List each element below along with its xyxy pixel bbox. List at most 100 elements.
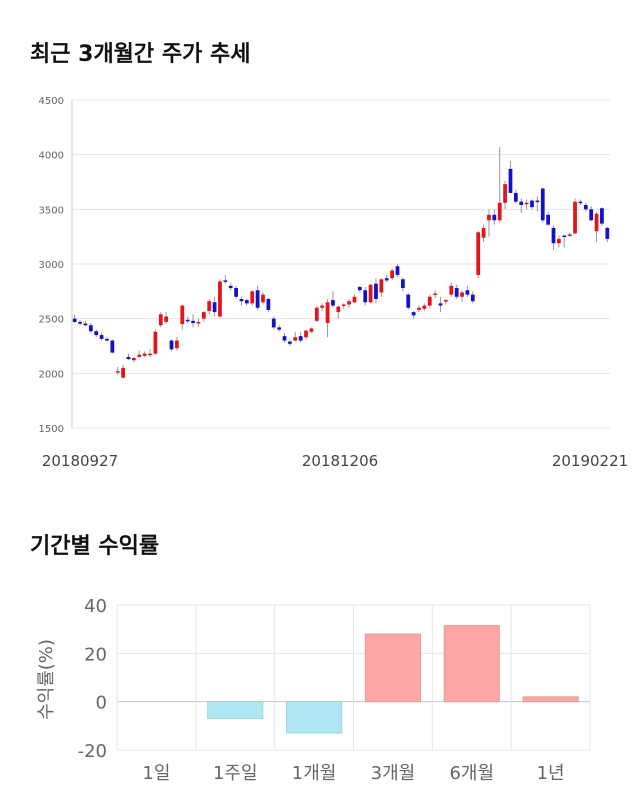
candle [497, 147, 502, 223]
bar-y-tick-label: 0 [96, 693, 107, 714]
candle-body [411, 312, 416, 316]
candle-body [557, 238, 561, 244]
bar-y-tick-label: 40 [84, 596, 107, 617]
candle-body [201, 312, 206, 319]
candle [88, 323, 93, 333]
candle [508, 161, 513, 193]
candle-body [277, 327, 282, 330]
candle [218, 279, 222, 318]
candle [481, 224, 486, 243]
candle [374, 278, 378, 304]
candle-body [185, 319, 190, 322]
candle [368, 283, 373, 304]
candle [422, 303, 427, 312]
candle [540, 187, 545, 223]
candle-body [524, 202, 529, 205]
candle-body [175, 340, 179, 349]
candle [465, 285, 470, 297]
bar-category-label: 1년 [537, 763, 565, 784]
bar-category-label: 1주일 [213, 763, 258, 784]
candle-body [304, 330, 308, 338]
return-bar [207, 701, 264, 720]
candle-body [449, 285, 454, 295]
candle [105, 337, 109, 342]
candle-body [88, 325, 93, 332]
candle-x-tick-label: 20181206 [302, 452, 378, 470]
candle-body [589, 209, 594, 221]
candle [164, 312, 169, 325]
candle [417, 305, 421, 313]
candle-body [546, 214, 551, 225]
candle-body [212, 302, 217, 313]
returns-title: 기간별 수익률 [30, 534, 160, 559]
candle-body [282, 336, 287, 341]
candle [196, 318, 201, 327]
candle [336, 305, 341, 319]
candle [293, 331, 298, 342]
candle [357, 285, 362, 293]
candle-body [298, 336, 303, 341]
candle [131, 356, 136, 363]
candle [406, 292, 411, 310]
return-bar [522, 696, 579, 703]
candle-body [481, 227, 486, 238]
candle-body [331, 300, 335, 306]
return-bar [443, 625, 500, 703]
candle-body [309, 328, 314, 332]
candle [228, 282, 233, 291]
candle-body [72, 318, 77, 322]
candle [72, 314, 77, 324]
candle-body [137, 354, 142, 357]
candle-body [228, 285, 233, 289]
candle [341, 303, 346, 309]
candle-body [476, 232, 481, 275]
candle-body [320, 305, 325, 308]
candle [352, 294, 357, 304]
candle [94, 329, 99, 338]
candle-body [250, 291, 255, 304]
price-trend-title: 최근 3개월간 주가 추세 [30, 42, 251, 67]
candle-body [519, 201, 524, 205]
candle [223, 274, 228, 284]
candle-body [567, 234, 572, 236]
candle [207, 298, 212, 315]
candle [395, 264, 400, 278]
candle [261, 292, 265, 305]
candle [288, 339, 292, 346]
candle [314, 305, 319, 322]
candle-body [465, 290, 470, 295]
candle [185, 316, 190, 324]
candle [583, 202, 588, 212]
candle-body [390, 270, 394, 279]
candle-body [169, 340, 174, 350]
candle-body [266, 298, 271, 310]
candle [78, 319, 82, 326]
candle [363, 286, 368, 306]
candle-body [384, 278, 389, 281]
candle-body [121, 367, 125, 378]
candle-body [427, 296, 432, 306]
candle [600, 207, 604, 226]
candle [384, 274, 389, 283]
candle-body [573, 201, 577, 234]
candle [239, 296, 244, 306]
candle-body [196, 321, 201, 324]
candle-y-tick-label: 4000 [39, 151, 64, 162]
candle-body [255, 290, 260, 308]
candle [255, 285, 260, 310]
candle [201, 311, 206, 322]
candle-body [470, 294, 475, 302]
candle-body [271, 318, 276, 328]
candle [115, 366, 120, 375]
candle-body [508, 168, 513, 193]
candle [244, 298, 249, 306]
candle-body [244, 300, 249, 304]
candle-body [422, 305, 427, 309]
candle-body [110, 340, 115, 353]
candle [331, 291, 335, 308]
candle-body [131, 358, 136, 361]
bar-category-label: 3개월 [371, 763, 416, 784]
candle-body [78, 321, 82, 324]
candle-body [218, 281, 222, 317]
candle [594, 211, 599, 243]
